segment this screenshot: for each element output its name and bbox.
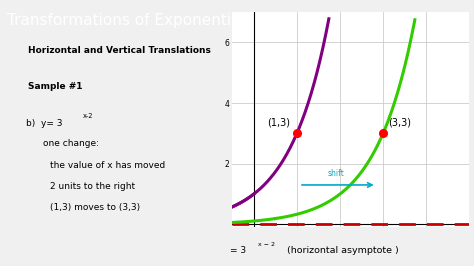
Text: b)  y= 3: b) y= 3 <box>26 119 63 128</box>
Text: Sample #1: Sample #1 <box>28 82 83 91</box>
Text: = 3: = 3 <box>230 246 246 255</box>
Text: the value of x has moved: the value of x has moved <box>50 161 165 170</box>
Text: shift: shift <box>327 169 344 178</box>
Text: (horizontal asymptote ): (horizontal asymptote ) <box>287 246 399 255</box>
Text: x − 2: x − 2 <box>258 242 275 247</box>
Text: (1,3): (1,3) <box>267 118 291 128</box>
Text: Horizontal and Vertical Translations: Horizontal and Vertical Translations <box>28 46 211 55</box>
Text: (1,3) moves to (3,3): (1,3) moves to (3,3) <box>50 203 140 212</box>
Text: (3,3): (3,3) <box>388 118 411 128</box>
Text: one change:: one change: <box>43 139 99 148</box>
Text: Transformations of Exponential Functions: Transformations of Exponential Functions <box>7 13 323 28</box>
Text: x-2: x-2 <box>83 113 93 119</box>
Text: 2 units to the right: 2 units to the right <box>50 182 135 191</box>
